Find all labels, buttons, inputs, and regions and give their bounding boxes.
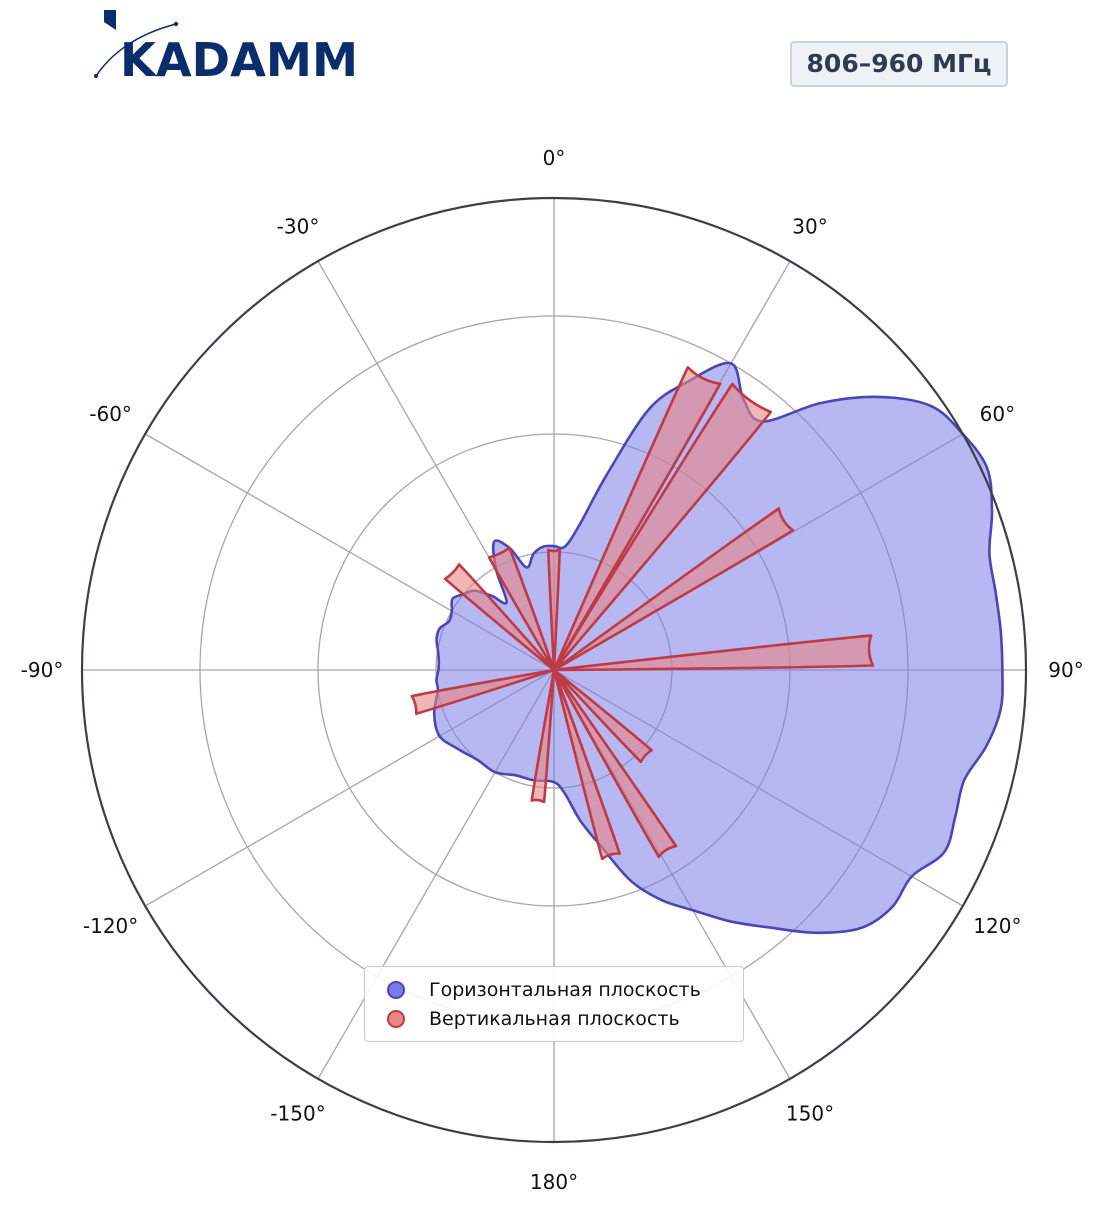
legend: Горизонтальная плоскость Вертикальная пл… — [364, 966, 744, 1042]
legend-label-horizontal: Горизонтальная плоскость — [429, 978, 701, 1001]
kadamm-logo: KADAMM — [94, 10, 358, 84]
series-layer — [410, 361, 1004, 935]
legend-label-vertical: Вертикальная плоскость — [429, 1007, 680, 1030]
angle-tick-label: 120° — [973, 914, 1021, 938]
series-vertical-lobe — [552, 366, 722, 672]
series-vertical-lobe — [552, 507, 795, 672]
logo-swoosh-icon — [95, 23, 177, 77]
series-vertical-lobe — [443, 563, 556, 672]
legend-swatch-vertical — [387, 1009, 405, 1028]
series-vertical-lobe — [552, 634, 875, 672]
legend-swatch-horizontal — [387, 980, 405, 999]
series-vertical-lobe — [487, 546, 556, 672]
series-vertical-lobe — [552, 668, 621, 861]
logo-mark-icon — [104, 10, 116, 30]
series-horizontal — [432, 361, 1004, 935]
series-vertical-lobe — [552, 668, 678, 859]
angle-tick-label: 60° — [980, 402, 1015, 426]
logo-swoosh-dot-icon — [173, 21, 179, 27]
series-vertical-lobe — [410, 668, 556, 715]
series-vertical-lobe — [547, 548, 561, 672]
angle-tick-label: -60° — [89, 402, 132, 426]
angle-tick-label: -30° — [277, 215, 320, 239]
angle-tick-label: 150° — [786, 1101, 834, 1125]
legend-item-vertical: Вертикальная плоскость — [387, 1004, 731, 1033]
angle-tick-label: 180° — [530, 1170, 578, 1194]
legend-item-horizontal: Горизонтальная плоскость — [387, 975, 731, 1004]
series-vertical-lobe — [530, 668, 556, 804]
angle-tick-labels: 0° 30° 60° 90° 120° 150° 180° -150° -120° -90° -60… — [21, 146, 1084, 1194]
angle-tick-label: 0° — [543, 146, 566, 170]
polar-frame — [80, 196, 1028, 1144]
frequency-badge: 806–960 МГц — [790, 41, 1008, 87]
series-vertical-lobe — [552, 668, 653, 764]
series-vertical-lobe — [552, 382, 773, 672]
angle-tick-label: -90° — [21, 658, 64, 682]
logo-text: KADAMM — [120, 33, 358, 84]
angle-tick-label: 90° — [1048, 658, 1083, 682]
angle-tick-label: 30° — [792, 215, 827, 239]
angle-tick-label: -150° — [270, 1101, 325, 1125]
angle-tick-label: -120° — [83, 914, 138, 938]
outer-ring — [80, 196, 1028, 1144]
logo-swoosh-dot-icon — [94, 74, 98, 78]
